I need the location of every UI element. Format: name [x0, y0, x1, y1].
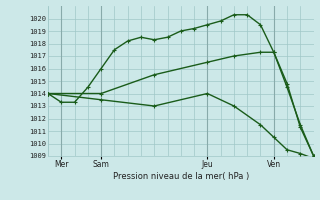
X-axis label: Pression niveau de la mer( hPa ): Pression niveau de la mer( hPa ) — [113, 172, 249, 181]
